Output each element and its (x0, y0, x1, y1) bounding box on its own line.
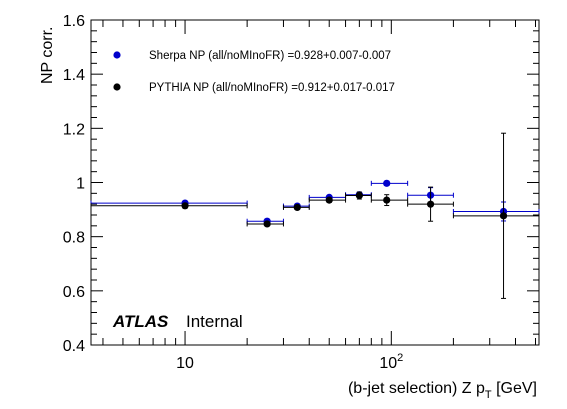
y-tick-label: 0.8 (63, 230, 85, 247)
data-point (181, 202, 189, 210)
atlas-label: ATLAS (112, 312, 169, 331)
x-tick-label: 102 (379, 352, 403, 372)
x-tick-label: 10 (176, 355, 194, 372)
data-point (499, 212, 508, 220)
y-tick-label: 0.4 (63, 338, 85, 355)
y-axis-title: NP corr. (39, 27, 56, 85)
x-axis-title-main: (b-jet selection) Z p (348, 380, 485, 397)
y-tick-label: 1.2 (63, 121, 85, 138)
plot-frame (90, 19, 540, 346)
y-tick-label: 1.6 (63, 13, 85, 30)
data-point (383, 179, 391, 187)
data-series (90, 132, 540, 299)
x-axis-title-sub: T (485, 389, 492, 401)
series-sherpa (90, 179, 540, 225)
atlas-annotation: ATLAS Internal (112, 312, 243, 331)
legend-marker (113, 51, 121, 59)
data-point (355, 191, 363, 200)
legend-marker (113, 83, 121, 91)
x-axis-title-unit: [GeV] (492, 380, 537, 397)
series-pythia (90, 132, 540, 299)
x-axis: 10 102 (102, 20, 536, 372)
data-point (383, 196, 391, 204)
y-tick-label: 1.4 (63, 67, 85, 84)
legend: Sherpa NP (all/noMInoFR) =0.928+0.007-0.… (113, 50, 395, 94)
data-point (293, 203, 301, 212)
legend-label: PYTHIA NP (all/noMInoFR) =0.912+0.017-0.… (149, 82, 395, 94)
y-tick-label: 1 (76, 176, 85, 193)
internal-label: Internal (186, 312, 243, 331)
x-axis-title: (b-jet selection) Z pT [GeV] (348, 380, 537, 401)
data-point (263, 220, 271, 228)
y-axis: 0.4 0.6 0.8 1 1.2 1.4 1.6 (63, 13, 539, 355)
data-point (325, 196, 333, 204)
data-point (426, 200, 435, 208)
legend-label: Sherpa NP (all/noMInoFR) =0.928+0.007-0.… (149, 50, 391, 62)
y-tick-label: 0.6 (63, 284, 85, 301)
